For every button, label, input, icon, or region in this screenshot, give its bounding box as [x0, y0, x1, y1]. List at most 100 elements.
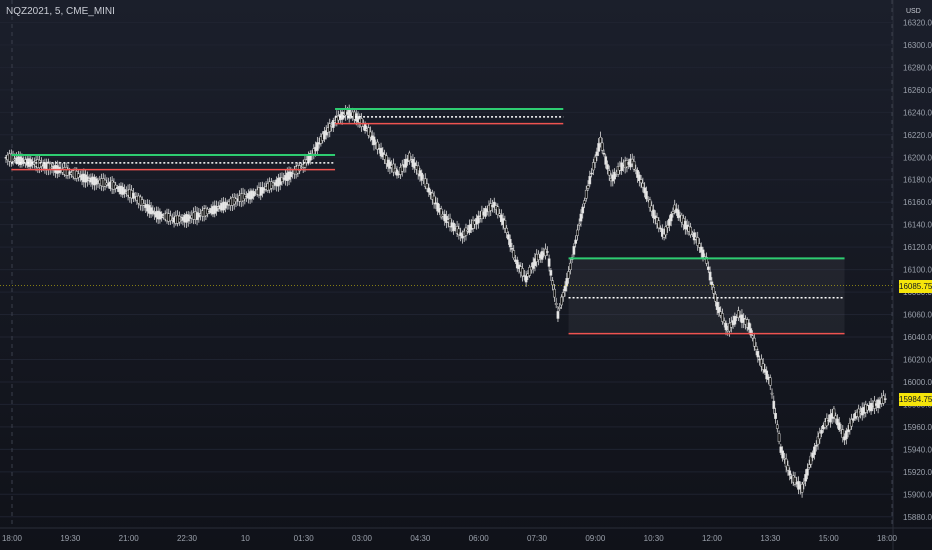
candle-body [657, 220, 661, 229]
candle-body [586, 185, 590, 189]
candle-body [476, 215, 480, 224]
candle-body [400, 164, 404, 172]
candle-body [648, 199, 652, 208]
candle-body [567, 271, 570, 279]
candle-body [376, 141, 379, 150]
candle-body [781, 450, 784, 459]
candle-body [599, 136, 602, 144]
candle-body [503, 220, 507, 229]
candle-body [717, 306, 721, 314]
candle-body [448, 218, 452, 227]
symbol-label: NQZ2021, 5, CME_MINI [6, 6, 115, 17]
candle-body [591, 162, 595, 171]
candle-body [788, 470, 792, 476]
candle-body [751, 335, 754, 339]
candle-body [602, 153, 606, 155]
y-tick-label: 16320.00 [903, 18, 932, 27]
candle-body [595, 151, 599, 156]
candle-body [407, 152, 411, 161]
candle-body [140, 199, 144, 206]
candle-body [508, 238, 512, 248]
candle-body [289, 171, 293, 178]
candle-body [561, 292, 565, 298]
candle-body [820, 429, 823, 434]
candle-body [423, 178, 427, 187]
candle-body [328, 123, 332, 132]
price-tag-current-high: 16085.75 [899, 279, 932, 293]
candle-body [151, 210, 155, 214]
candle-body [553, 288, 556, 298]
candle-body [427, 187, 431, 193]
candle-body [800, 483, 804, 493]
candle-body [669, 213, 673, 222]
candle-body [772, 400, 776, 409]
candle-body [844, 430, 848, 440]
candle-body [760, 358, 763, 367]
candle-body [392, 163, 395, 173]
candle-body [768, 377, 772, 386]
candle-body [698, 243, 701, 248]
y-tick-label: 16160.00 [903, 198, 932, 207]
candle-body [869, 402, 873, 412]
candle-body [324, 130, 328, 136]
candle-body [588, 176, 592, 185]
candle-body [662, 233, 666, 238]
x-tick-label: 10 [241, 534, 250, 543]
candle-body [593, 156, 597, 163]
candle-body [312, 148, 316, 155]
x-tick-label: 07:30 [527, 534, 548, 543]
candle-body [837, 422, 841, 431]
candle-body [779, 446, 783, 453]
y-tick-label: 16040.00 [903, 333, 932, 342]
candle-body [388, 161, 392, 169]
y-tick-label: 16000.00 [903, 378, 932, 387]
candle-body [563, 285, 567, 292]
candle-body [666, 225, 669, 228]
candle-body [123, 189, 126, 194]
candle-body [712, 286, 715, 294]
candle-body [560, 296, 563, 306]
y-tick-label: 16240.00 [903, 108, 932, 117]
candle-body [722, 320, 726, 324]
candle-body [650, 205, 654, 212]
candle-body [714, 293, 717, 302]
candle-body [673, 204, 677, 211]
candle-body [802, 481, 806, 485]
candle-body [540, 251, 544, 260]
candle-body [558, 307, 562, 309]
x-tick-label: 18:00 [877, 534, 898, 543]
candle-body [420, 172, 424, 181]
candle-body [507, 234, 510, 240]
candle-body [696, 237, 700, 246]
candle-body [484, 208, 487, 217]
x-tick-label: 18:00 [2, 534, 23, 543]
candle-body [316, 142, 319, 151]
y-tick-label: 16280.00 [903, 63, 932, 72]
candle-body [660, 228, 664, 237]
candle-body [747, 322, 751, 330]
candle-body [639, 179, 643, 184]
candle-body [783, 458, 786, 460]
candle-body [689, 226, 692, 236]
candle-body [652, 209, 655, 219]
x-tick-label: 22:30 [177, 534, 198, 543]
candle-body [369, 131, 372, 138]
candle-body [512, 250, 516, 259]
candle-body [814, 445, 818, 447]
candle-body [545, 251, 549, 253]
candle-body [331, 120, 335, 128]
candle-body [761, 363, 765, 370]
candle-body [676, 209, 680, 219]
candle-body [445, 215, 448, 223]
candle-body [48, 163, 52, 170]
candle-body [385, 155, 388, 164]
candle-body [632, 161, 636, 170]
candle-body [806, 468, 809, 476]
candle-body [114, 184, 118, 189]
candle-body [641, 182, 645, 188]
candle-body [510, 248, 514, 250]
y-tick-label: 15900.00 [903, 490, 932, 499]
y-tick-label: 16220.00 [903, 131, 932, 140]
candle-body [818, 432, 822, 440]
